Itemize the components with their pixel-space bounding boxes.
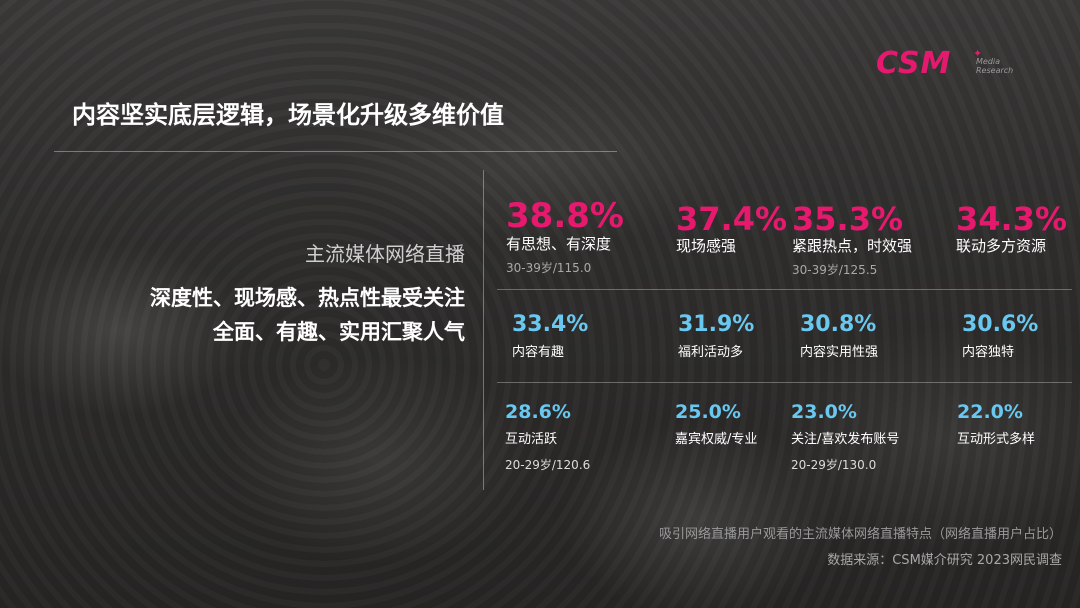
stat-meta: 30-39岁/115.0 <box>506 261 592 275</box>
data-source: 数据来源：CSM媒介研究 2023网民调查 <box>827 553 1062 568</box>
summary-subtitle: 主流媒体网络直播 <box>305 242 465 266</box>
stat-label: 现场感强 <box>676 237 737 255</box>
stat-card: 35.3% 紧跟热点，时效强 30-39岁/125.5 <box>792 202 912 278</box>
stat-card: 37.4% 现场感强 <box>676 202 787 256</box>
stat-label: 嘉宾权威/专业 <box>675 432 758 447</box>
stat-meta: 20-29岁/130.0 <box>791 458 877 472</box>
stat-label: 内容有趣 <box>512 345 565 360</box>
stat-card: 25.0% 嘉宾权威/专业 <box>675 399 757 449</box>
stat-value: 22.0% <box>957 401 1023 423</box>
stat-meta: 20-29岁/120.6 <box>505 458 591 472</box>
stat-label: 紧跟热点，时效强 <box>792 237 913 255</box>
stat-value: 25.0% <box>675 401 741 423</box>
logo-sub-line1: Media <box>976 57 1001 66</box>
stat-value: 34.3% <box>956 200 1068 238</box>
stat-value: 38.8% <box>506 196 624 236</box>
stat-card: 28.6% 互动活跃 20-29岁/120.6 <box>505 399 590 473</box>
row-divider-2 <box>497 382 1072 383</box>
stat-card: 38.8% 有思想、有深度 30-39岁/115.0 <box>506 198 624 276</box>
stat-card: 31.9% 福利活动多 <box>678 312 754 362</box>
left-summary: 主流媒体网络直播 深度性、现场感、热点性最受关注 全面、有趣、实用汇聚人气 <box>80 240 465 346</box>
stat-label: 有思想、有深度 <box>506 235 612 253</box>
stat-label: 互动形式多样 <box>957 432 1036 447</box>
stat-value: 23.0% <box>791 401 857 423</box>
stat-value: 35.3% <box>792 200 904 238</box>
stat-label: 内容独特 <box>962 345 1015 360</box>
stat-label: 互动活跃 <box>505 432 558 447</box>
logo-subtext: Media Research <box>976 57 1013 75</box>
stat-value: 30.8% <box>800 312 877 337</box>
stat-card: 23.0% 关注/喜欢发布账号 20-29岁/130.0 <box>791 399 899 473</box>
csm-logo: CSM ✦ Media Research <box>876 48 1026 84</box>
stat-card: 30.8% 内容实用性强 <box>800 312 878 362</box>
stat-card: 34.3% 联动多方资源 <box>956 202 1067 256</box>
vertical-divider <box>483 170 484 490</box>
stat-value: 28.6% <box>505 401 571 423</box>
title-divider <box>54 151 617 152</box>
logo-wordmark: CSM <box>876 46 952 81</box>
page-title: 内容坚实底层逻辑，场景化升级多维价值 <box>72 101 504 129</box>
stat-card: 22.0% 互动形式多样 <box>957 399 1035 449</box>
logo-star-icon: ✦ <box>973 47 983 60</box>
stat-value: 37.4% <box>676 200 788 238</box>
chart-caption: 吸引网络直播用户观看的主流媒体网络直播特点（网络直播用户占比） <box>658 527 1062 542</box>
summary-line-1: 深度性、现场感、热点性最受关注 <box>150 286 465 310</box>
logo-sub-line2: Research <box>976 66 1014 75</box>
stat-value: 31.9% <box>678 312 755 337</box>
row-divider-1 <box>497 289 1072 290</box>
summary-line-2: 全面、有趣、实用汇聚人气 <box>213 320 465 344</box>
stat-value: 30.6% <box>962 312 1039 337</box>
stat-label: 内容实用性强 <box>800 345 879 360</box>
stat-label: 关注/喜欢发布账号 <box>791 432 900 447</box>
stat-label: 联动多方资源 <box>956 237 1047 255</box>
stat-card: 33.4% 内容有趣 <box>512 312 588 362</box>
stat-value: 33.4% <box>512 312 589 337</box>
stat-meta: 30-39岁/125.5 <box>792 263 878 277</box>
stat-label: 福利活动多 <box>678 345 744 360</box>
stat-card: 30.6% 内容独特 <box>962 312 1038 362</box>
